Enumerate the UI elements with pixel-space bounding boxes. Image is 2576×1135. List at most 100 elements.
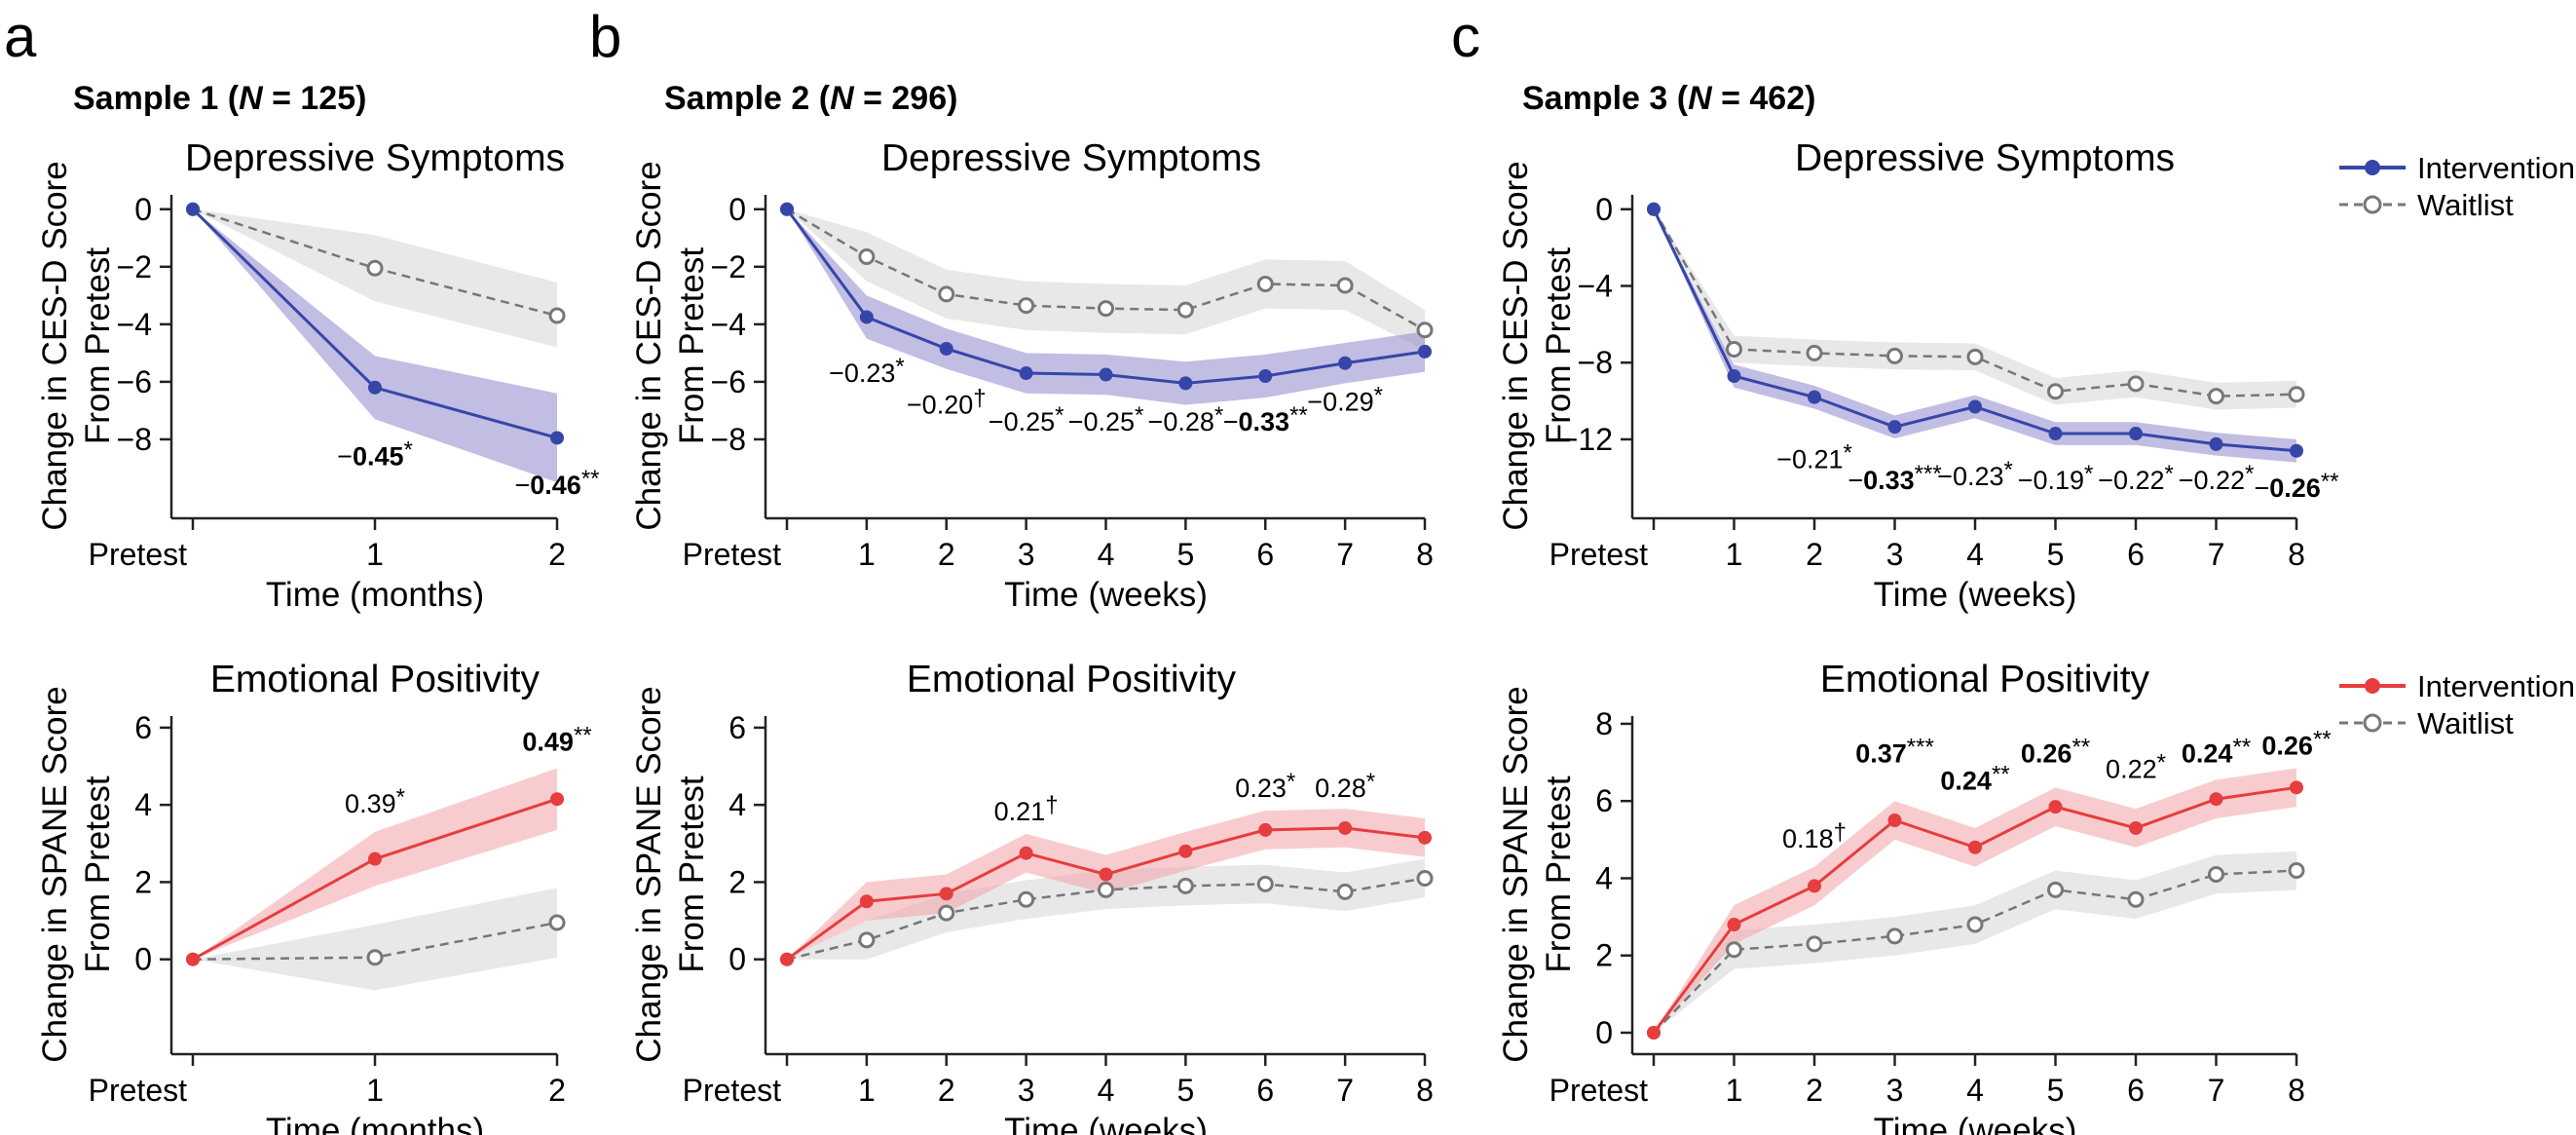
legend-waitlist-marker xyxy=(2363,195,2382,214)
waitlist-point xyxy=(2127,890,2145,908)
effect-size-annotation: −0.26** xyxy=(2254,469,2338,503)
sample-title-1: Sample 1 (N = 125) xyxy=(73,80,366,117)
y-tick-label: 8 xyxy=(1595,706,1613,741)
y-tick-label: 2 xyxy=(728,864,746,899)
intervention-point xyxy=(1418,344,1432,359)
intervention-ci-band xyxy=(787,208,1425,405)
effect-size-annotation: 0.24** xyxy=(1940,761,2009,795)
waitlist-ci-band xyxy=(193,208,557,348)
annotation-significance: ** xyxy=(2072,735,2090,761)
waitlist-point xyxy=(2047,383,2064,400)
intervention-point xyxy=(1968,840,1982,854)
y-tick-label: −8 xyxy=(117,422,152,457)
x-tick-label: 1 xyxy=(366,537,384,572)
waitlist-point xyxy=(1806,935,1823,953)
y-axis-label-line1: Change in SPANE Score xyxy=(36,686,74,1063)
y-axis-label-line2: From Pretest xyxy=(79,776,117,973)
chart-title: Depressive Symptoms xyxy=(1795,137,2175,179)
waitlist-point xyxy=(1726,340,1742,358)
y-tick-label: −6 xyxy=(117,364,152,399)
waitlist-point xyxy=(2208,388,2224,405)
sample-title-2: Sample 2 (N = 296) xyxy=(664,80,957,117)
waitlist-point xyxy=(2047,881,2064,898)
annotation-sign: − xyxy=(829,359,844,388)
effect-size-annotation: −0.23* xyxy=(829,354,905,388)
intervention-point xyxy=(1019,846,1033,860)
y-tick-label: 4 xyxy=(1595,860,1613,895)
intervention-point xyxy=(550,431,564,445)
waitlist-point xyxy=(1018,890,1035,908)
y-tick-label: −2 xyxy=(711,249,746,284)
panel-letter-b: b xyxy=(589,4,621,69)
waitlist-point xyxy=(548,914,566,931)
intervention-point xyxy=(368,851,382,866)
y-tick-label: −4 xyxy=(1578,268,1613,303)
annotation-value: 0.23 xyxy=(1953,462,2004,491)
y-axis-label-line1: Change in SPANE Score xyxy=(630,686,668,1063)
y-axis-label-line2: From Pretest xyxy=(1540,247,1578,445)
intervention-point xyxy=(186,952,200,966)
waitlist-point xyxy=(1806,344,1823,361)
annotation-significance: ** xyxy=(581,466,600,492)
effect-size-annotation: −0.46** xyxy=(514,466,599,500)
effect-size-annotation: −0.33*** xyxy=(1848,461,1941,495)
annotation-sign: − xyxy=(1776,444,1792,473)
legend-positivity: Intervention Waitlist xyxy=(2339,669,2575,740)
effect-size-annotation: −0.22* xyxy=(2179,461,2255,495)
intervention-point xyxy=(1338,356,1353,370)
intervention-point xyxy=(1258,369,1273,383)
intervention-point xyxy=(1647,202,1661,216)
y-tick-label: 0 xyxy=(1595,192,1613,227)
waitlist-point xyxy=(366,949,384,966)
annotation-value: 0.22 xyxy=(2113,466,2165,495)
effect-size-annotation: −0.20† xyxy=(907,385,987,419)
x-tick-label: 4 xyxy=(1966,537,1984,572)
x-tick-label: 2 xyxy=(548,1073,566,1108)
waitlist-point xyxy=(2208,866,2224,883)
annotation-significance: * xyxy=(895,354,904,380)
intervention-point xyxy=(1418,830,1432,845)
annotation-significance: * xyxy=(2084,461,2093,487)
legend-waitlist-label: Waitlist xyxy=(2417,188,2514,222)
annotation-value: 0.45 xyxy=(353,442,404,472)
annotation-sign: − xyxy=(2179,466,2194,495)
intervention-point xyxy=(186,202,200,216)
chart-sample2-positivity: Emotional Positivity Change in SPANE Scor… xyxy=(630,659,1434,1135)
x-axis-label: Time (weeks) xyxy=(1874,1112,2077,1135)
annotation-value: 0.21 xyxy=(994,797,1046,826)
intervention-point xyxy=(2290,443,2303,458)
x-tick-label: 6 xyxy=(1256,537,1274,572)
annotation-value: 0.26 xyxy=(2269,473,2321,503)
x-tick-label: 1 xyxy=(858,1073,876,1108)
x-tick-label: 5 xyxy=(2047,537,2065,572)
intervention-point xyxy=(1808,390,1821,404)
x-tick-label: Pretest xyxy=(89,1073,187,1108)
x-tick-label: 3 xyxy=(1886,1073,1904,1108)
intervention-point xyxy=(1338,820,1353,835)
y-axis-label-line1: Change in SPANE Score xyxy=(1497,686,1535,1063)
effect-size-annotation: −0.25* xyxy=(989,402,1064,436)
waitlist-point xyxy=(858,247,876,265)
intervention-point xyxy=(939,887,953,901)
waitlist-point xyxy=(1336,277,1354,294)
intervention-point xyxy=(550,792,564,807)
effect-size-annotation: −0.45* xyxy=(337,437,413,472)
x-tick-label: 2 xyxy=(548,537,566,572)
waitlist-ci-band xyxy=(787,208,1425,351)
y-tick-label: 6 xyxy=(728,710,746,745)
x-tick-label: 2 xyxy=(1806,537,1823,572)
waitlist-point xyxy=(1336,883,1354,900)
annotation-significance: *** xyxy=(1907,735,1934,761)
annotation-value: 0.33 xyxy=(1863,466,1915,495)
annotation-sign: − xyxy=(1068,407,1084,436)
annotation-value: 0.23 xyxy=(844,359,896,388)
annotation-sign: − xyxy=(2254,473,2269,503)
intervention-point xyxy=(859,310,874,324)
intervention-point xyxy=(2129,427,2143,441)
y-tick-label: 4 xyxy=(728,787,746,822)
annotation-sign: − xyxy=(907,390,922,419)
waitlist-point xyxy=(548,307,566,324)
intervention-point xyxy=(1099,367,1113,382)
intervention-point xyxy=(1099,867,1113,882)
intervention-point xyxy=(1258,822,1273,837)
